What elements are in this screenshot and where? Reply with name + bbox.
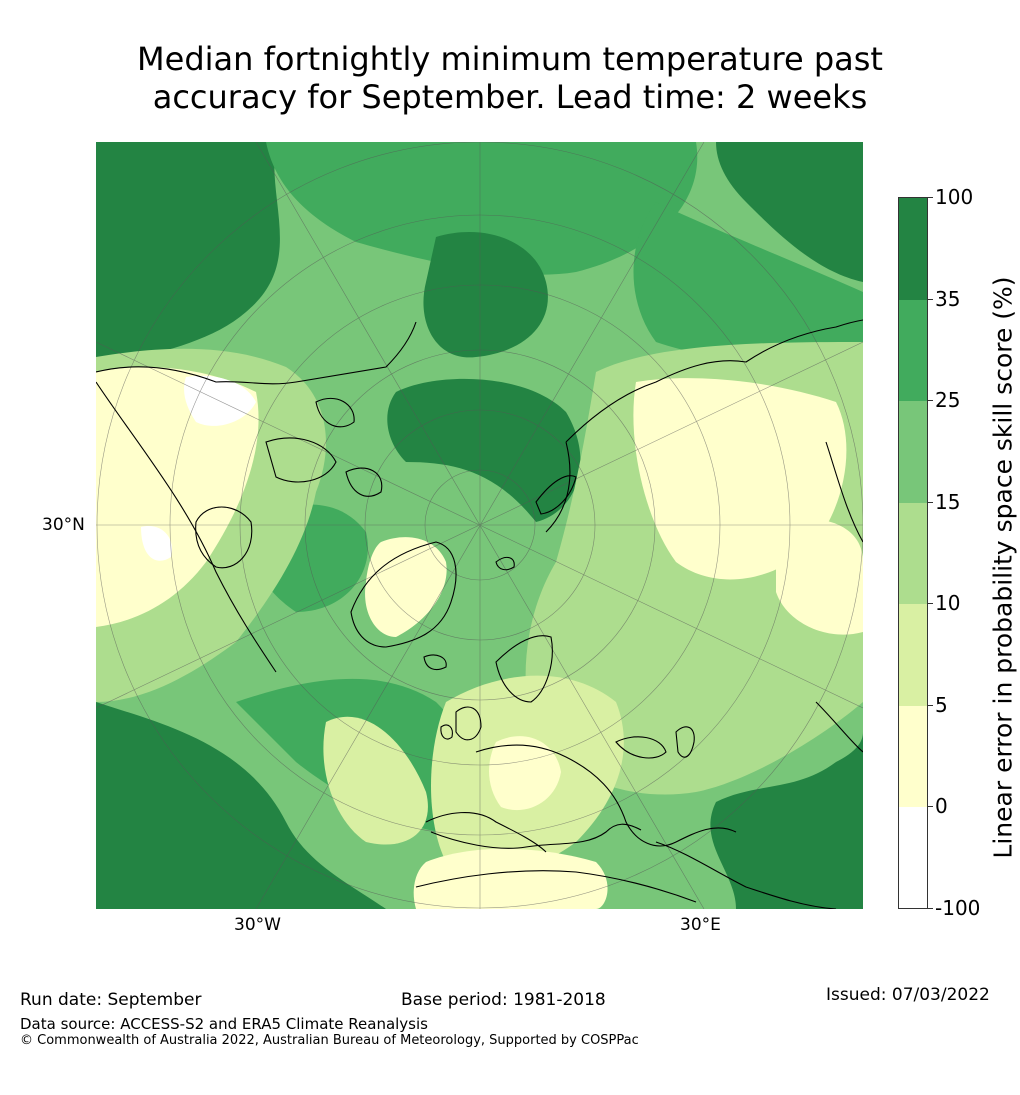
polar-map xyxy=(96,142,863,909)
colorbar-bin-10-15 xyxy=(899,503,927,604)
title-line-2: accuracy for September. Lead time: 2 wee… xyxy=(152,78,868,116)
colorbar-tickmark xyxy=(928,908,933,909)
colorbar-tick-100: 100 xyxy=(935,185,974,209)
colorbar-tick-25: 25 xyxy=(935,388,961,412)
colorbar-bin-15-25 xyxy=(899,401,927,503)
coastline-mediterranean xyxy=(430,823,642,849)
region-high-skill-arctic xyxy=(423,232,548,358)
base-period: Base period: 1981-2018 xyxy=(401,990,606,1010)
region-very-low-skill-asia xyxy=(776,518,863,635)
label-lon-30e: 30°E xyxy=(680,915,721,935)
coastline-siberia xyxy=(545,319,863,533)
skill-score-map xyxy=(96,142,863,909)
colorbar-bin-0-5 xyxy=(899,706,927,807)
colorbar-tickmark xyxy=(928,705,933,706)
label-lon-30w: 30°W xyxy=(234,915,281,935)
colorbar-bin-25-35 xyxy=(899,300,927,401)
coastline-hudson-bay xyxy=(195,506,253,569)
coastline-canadian-archipelago xyxy=(265,397,383,497)
region-high-skill-arctic-center xyxy=(387,378,581,522)
coastline-iceland xyxy=(423,654,447,671)
graticule-meridian-6 xyxy=(255,142,705,909)
colorbar-tickmark xyxy=(928,603,933,604)
issued-date: Issued: 07/03/2022 xyxy=(826,985,990,1005)
colorbar-tick-10: 10 xyxy=(935,591,961,615)
region-high-skill-nw xyxy=(96,142,280,367)
coastline-arabian xyxy=(655,841,837,909)
region-very-low-skill-north-africa xyxy=(413,848,608,909)
colorbar-tick-0: 0 xyxy=(935,794,948,818)
data-source: Data source: ACCESS-S2 and ERA5 Climate … xyxy=(20,1015,428,1033)
region-very-low-skill-greenland xyxy=(365,537,447,637)
colorbar-tickmark xyxy=(928,299,933,300)
coastline-caspian xyxy=(675,726,695,758)
colorbar-tick-neg100: -100 xyxy=(935,896,981,920)
colorbar-tick-5: 5 xyxy=(935,693,948,717)
chart-title: Median fortnightly minimum temperature p… xyxy=(0,40,1020,116)
coastline-east-asia xyxy=(815,441,863,753)
colorbar-bin-35-100 xyxy=(899,198,927,300)
copyright: © Commonwealth of Australia 2022, Austra… xyxy=(20,1033,639,1048)
colorbar xyxy=(898,197,928,909)
region-very-low-skill-north-america xyxy=(96,367,259,627)
coastline-north-africa xyxy=(415,870,697,903)
colorbar-tickmark xyxy=(928,806,933,807)
colorbar-tick-35: 35 xyxy=(935,287,961,311)
colorbar-label: Linear error in probability space skill … xyxy=(988,276,1018,859)
label-lat-30n: 30°N xyxy=(42,515,85,535)
coastline-novaya-zemlya xyxy=(535,475,577,515)
region-no-skill-us xyxy=(141,526,172,561)
coastline-scandinavia xyxy=(495,635,553,703)
coastline-svalbard xyxy=(495,556,515,571)
coastline-north-america xyxy=(96,321,417,673)
region-high-skill-se xyxy=(710,732,863,909)
colorbar-bin-5-10 xyxy=(899,604,927,706)
coastline-british-isles xyxy=(440,706,482,741)
graticule xyxy=(96,142,863,909)
coastline-europe xyxy=(425,744,737,853)
colorbar-tick-15: 15 xyxy=(935,490,961,514)
region-high-skill-ocean-n xyxy=(266,142,698,275)
colorbar-tickmark xyxy=(928,400,933,401)
run-date: Run date: September xyxy=(20,990,202,1010)
region-medium-skill-ne xyxy=(633,202,863,372)
colorbar-bin-neg100-0 xyxy=(899,807,927,908)
colorbar-tickmark xyxy=(928,502,933,503)
coastline-black-sea xyxy=(615,736,667,759)
title-line-1: Median fortnightly minimum temperature p… xyxy=(137,40,883,78)
region-high-skill-atlantic-sw xyxy=(96,702,386,909)
region-low-skill-europe-core xyxy=(489,736,561,811)
coastline-greenland xyxy=(350,541,457,648)
colorbar-tickmark xyxy=(928,197,933,198)
region-high-skill-ne xyxy=(716,142,863,282)
coastlines xyxy=(96,319,863,909)
